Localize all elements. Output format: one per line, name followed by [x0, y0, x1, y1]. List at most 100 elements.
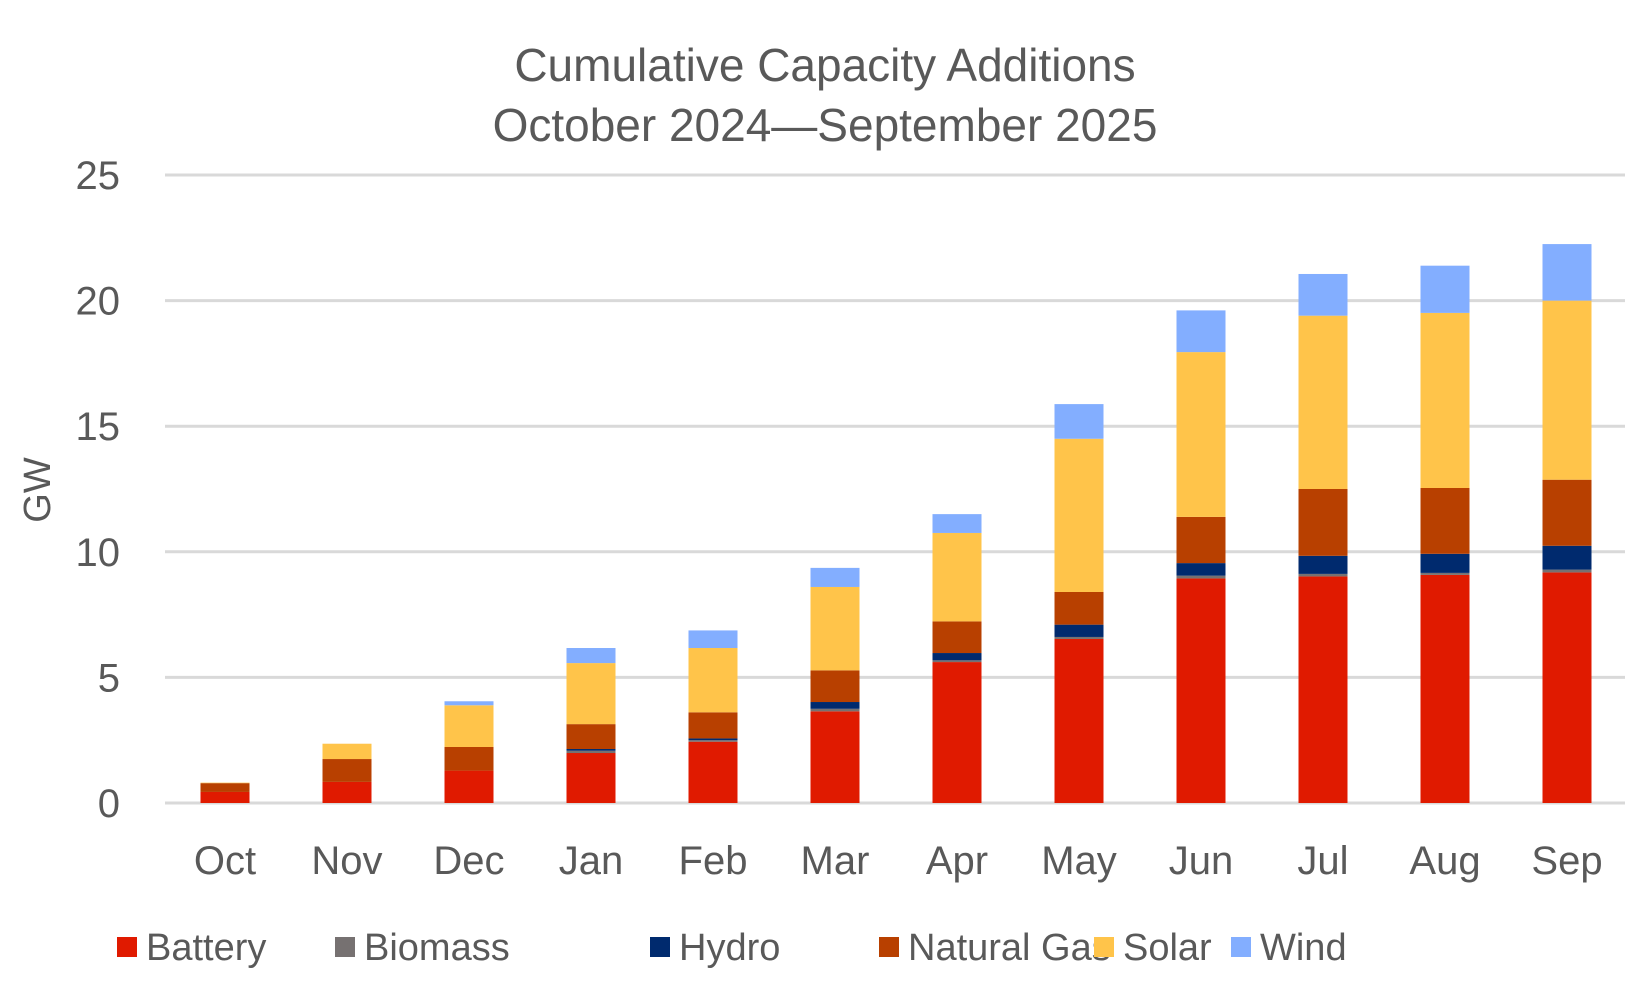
bar-segment-battery [1054, 638, 1104, 803]
bar-segment-natural-gas [1420, 487, 1470, 554]
legend-item-battery: Battery [117, 927, 266, 969]
x-tick-label: Oct [194, 839, 256, 883]
bar-segment-hydro [1542, 545, 1592, 570]
bar-segment-natural-gas [200, 783, 250, 792]
bar-segment-natural-gas [1542, 479, 1592, 546]
legend-item-solar: Solar [1094, 927, 1212, 969]
chart-subtitle: October 2024—September 2025 [493, 99, 1158, 151]
bar-stack-oct [200, 782, 250, 803]
bar-stack-aug [1420, 265, 1470, 803]
bar-segment-wind [1176, 310, 1226, 353]
bar-stack-dec [444, 701, 494, 803]
legend-label: Battery [146, 927, 266, 969]
legend-item-wind: Wind [1231, 927, 1347, 969]
bar-segment-natural-gas [688, 712, 738, 739]
bar-segment-wind [810, 567, 860, 587]
bar-segment-battery [688, 741, 738, 803]
legend-swatch [117, 937, 137, 957]
bar-segment-hydro [810, 702, 860, 709]
y-tick-label: 0 [98, 782, 120, 826]
bar-segment-wind [932, 514, 982, 533]
bars [200, 244, 1592, 803]
x-tick-label: Mar [801, 839, 870, 883]
y-tick-label: 15 [76, 405, 121, 449]
bar-segment-hydro [1054, 624, 1104, 637]
y-tick-label: 10 [76, 531, 121, 575]
bar-segment-battery [444, 770, 494, 803]
bar-stack-sep [1542, 244, 1592, 803]
bar-stack-jun [1176, 310, 1226, 803]
bar-segment-wind [1542, 244, 1592, 301]
x-tick-label: Apr [926, 839, 988, 883]
x-tick-label: Dec [433, 839, 504, 883]
bar-segment-wind [1298, 273, 1348, 316]
chart-title: Cumulative Capacity Additions [514, 39, 1135, 91]
bar-segment-hydro [1298, 555, 1348, 574]
bar-segment-battery [1420, 574, 1470, 803]
legend-item-natural-gas: Natural Gas [879, 927, 1111, 969]
legend-label: Solar [1123, 927, 1212, 969]
x-tick-label: Feb [679, 839, 748, 883]
bar-segment-biomass [932, 660, 982, 663]
bar-segment-battery [322, 781, 372, 803]
bar-segment-natural-gas [1176, 516, 1226, 564]
bar-segment-hydro [1176, 563, 1226, 576]
bar-segment-hydro [1420, 553, 1470, 573]
bar-stack-may [1054, 404, 1104, 803]
bar-segment-battery [1542, 572, 1592, 803]
x-tick-label: May [1041, 839, 1117, 883]
bar-segment-solar [200, 782, 250, 784]
bar-segment-natural-gas [932, 621, 982, 654]
x-tick-label: Jun [1169, 839, 1234, 883]
legend-swatch [879, 937, 899, 957]
bar-stack-mar [810, 567, 860, 803]
x-tick-label: Aug [1409, 839, 1480, 883]
x-tick-label: Sep [1531, 839, 1602, 883]
bar-segment-natural-gas [566, 724, 616, 749]
y-tick-label: 25 [76, 154, 121, 198]
bar-segment-solar [1420, 312, 1470, 488]
bar-segment-solar [322, 743, 372, 760]
bar-stack-nov [322, 743, 372, 803]
legend-swatch [1094, 937, 1114, 957]
bar-segment-solar [1054, 438, 1104, 592]
bar-segment-solar [932, 532, 982, 622]
bar-segment-battery [200, 791, 250, 803]
bar-segment-biomass [1176, 575, 1226, 579]
bar-segment-natural-gas [1054, 591, 1104, 625]
bar-segment-natural-gas [444, 746, 494, 771]
bar-segment-wind [444, 701, 494, 706]
bar-segment-wind [1420, 265, 1470, 313]
bar-segment-natural-gas [810, 670, 860, 703]
y-axis-ticks: 0 5 10 15 20 25 [76, 154, 121, 826]
legend-item-hydro: Hydro [650, 927, 780, 969]
bar-segment-solar [1542, 300, 1592, 480]
bar-segment-solar [566, 663, 616, 725]
legend-label: Biomass [364, 927, 510, 969]
bar-stack-apr [932, 514, 982, 803]
bar-segment-wind [566, 648, 616, 664]
bar-stack-feb [688, 630, 738, 803]
bar-segment-biomass [1298, 573, 1348, 577]
y-axis-title: GW [17, 457, 59, 523]
bar-segment-battery [1176, 578, 1226, 803]
bar-segment-hydro [932, 653, 982, 661]
y-tick-label: 5 [98, 656, 120, 700]
legend-label: Wind [1260, 927, 1347, 969]
y-tick-label: 20 [76, 280, 121, 324]
bar-segment-solar [1176, 352, 1226, 517]
legend-swatch [1231, 937, 1251, 957]
bar-segment-solar [444, 705, 494, 747]
bar-stack-jan [566, 648, 616, 803]
gridlines [165, 173, 1625, 805]
bar-segment-wind [1054, 404, 1104, 439]
bar-segment-wind [688, 630, 738, 649]
bar-segment-natural-gas [322, 759, 372, 782]
bar-segment-battery [932, 662, 982, 803]
x-tick-label: Jan [559, 839, 624, 883]
bar-segment-biomass [566, 750, 616, 754]
legend: Battery Biomass Hydro Natural Gas Solar Wind [117, 927, 1347, 969]
bar-segment-battery [810, 711, 860, 803]
bar-segment-natural-gas [1298, 489, 1348, 556]
